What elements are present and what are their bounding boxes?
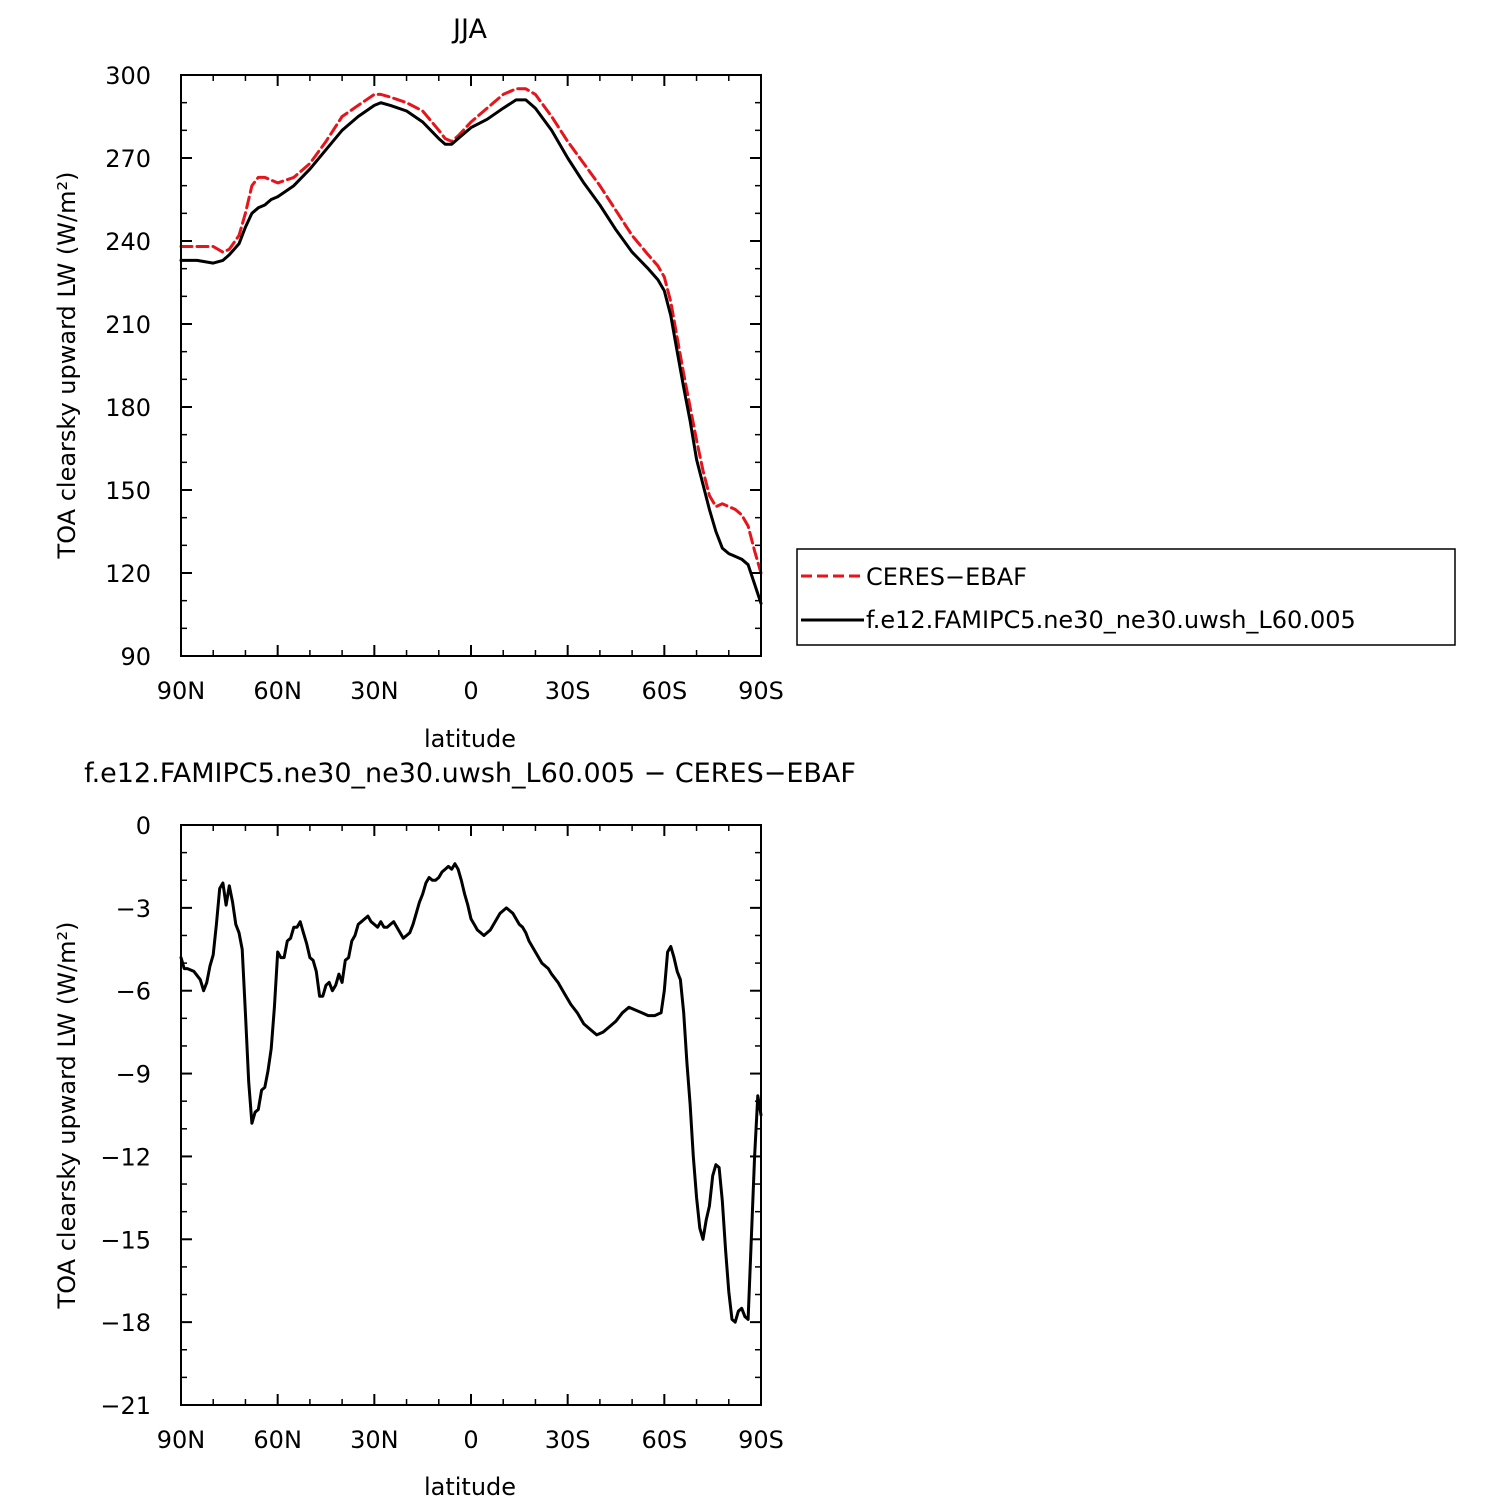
top-y-axis-label: TOA clearsky upward LW (W/m²) — [53, 172, 81, 560]
bottom-x-axis-label: latitude — [424, 1473, 516, 1501]
bottom-y-tick-label: −15 — [100, 1226, 151, 1254]
top-y-tick-label: 300 — [105, 62, 151, 90]
bottom-x-tick-label: 60S — [641, 1426, 687, 1454]
bottom-y-tick-label: 0 — [136, 812, 151, 840]
legend-label-ceres: CERES−EBAF — [866, 563, 1027, 591]
bottom-chart-title: f.e12.FAMIPC5.ne30_ne30.uwsh_L60.005 − C… — [84, 758, 856, 789]
bottom-chart-ticks: 90N 60N 30N 0 30S 60S 90S −21 −18 −15 −12 −9 −6 −3 0 — [100, 812, 784, 1454]
top-x-tick-label: 60S — [641, 677, 687, 705]
top-y-tick-label: 180 — [105, 394, 151, 422]
top-x-tick-label: 30N — [350, 677, 399, 705]
top-chart: JJA 90N 60N 30N 0 30S 60S 90S 90 120 150 180 210 240… — [53, 14, 1456, 753]
legend-box — [796, 548, 1456, 646]
bottom-chart-series-layer — [179, 862, 763, 1324]
bottom-y-tick-label: −18 — [100, 1309, 151, 1337]
top-x-tick-label: 60N — [253, 677, 302, 705]
top-x-tick-label: 0 — [463, 677, 478, 705]
top-y-tick-label: 90 — [120, 643, 151, 671]
top-x-tick-label: 30S — [545, 677, 591, 705]
bottom-x-tick-label: 90N — [157, 1426, 206, 1454]
top-chart-title: JJA — [451, 14, 487, 45]
bottom-plot-frame — [180, 824, 762, 1406]
bottom-series-line-0 — [179, 862, 763, 1324]
top-x-tick-label: 90N — [157, 677, 206, 705]
top-plot-frame — [180, 74, 762, 657]
top-series-line-0 — [179, 87, 763, 575]
top-y-tick-label: 150 — [105, 477, 151, 505]
bottom-y-tick-label: −21 — [100, 1392, 151, 1420]
top-chart-ticks: 90N 60N 30N 0 30S 60S 90S 90 120 150 180 210 240 270 3… — [105, 62, 784, 705]
bottom-y-axis-label: TOA clearsky upward LW (W/m²) — [53, 922, 81, 1310]
bottom-x-tick-label: 60N — [253, 1426, 302, 1454]
top-x-tick-label: 90S — [738, 677, 784, 705]
top-chart-series-layer — [179, 87, 763, 605]
bottom-y-tick-label: −12 — [100, 1143, 151, 1171]
top-y-tick-label: 120 — [105, 560, 151, 588]
top-series-line-1 — [179, 98, 763, 605]
legend: CERES−EBAF f.e12.FAMIPC5.ne30_ne30.uwsh_… — [796, 548, 1456, 646]
bottom-y-tick-label: −3 — [116, 895, 151, 923]
top-y-tick-label: 210 — [105, 311, 151, 339]
bottom-y-tick-label: −6 — [116, 978, 151, 1006]
top-y-tick-label: 240 — [105, 228, 151, 256]
bottom-chart: f.e12.FAMIPC5.ne30_ne30.uwsh_L60.005 − C… — [53, 758, 856, 1501]
bottom-x-tick-label: 0 — [463, 1426, 478, 1454]
bottom-y-tick-label: −9 — [116, 1061, 151, 1089]
top-y-tick-label: 270 — [105, 145, 151, 173]
bottom-x-tick-label: 90S — [738, 1426, 784, 1454]
bottom-x-tick-label: 30N — [350, 1426, 399, 1454]
bottom-x-tick-label: 30S — [545, 1426, 591, 1454]
legend-label-model: f.e12.FAMIPC5.ne30_ne30.uwsh_L60.005 — [866, 606, 1356, 634]
top-x-axis-label: latitude — [424, 725, 516, 753]
